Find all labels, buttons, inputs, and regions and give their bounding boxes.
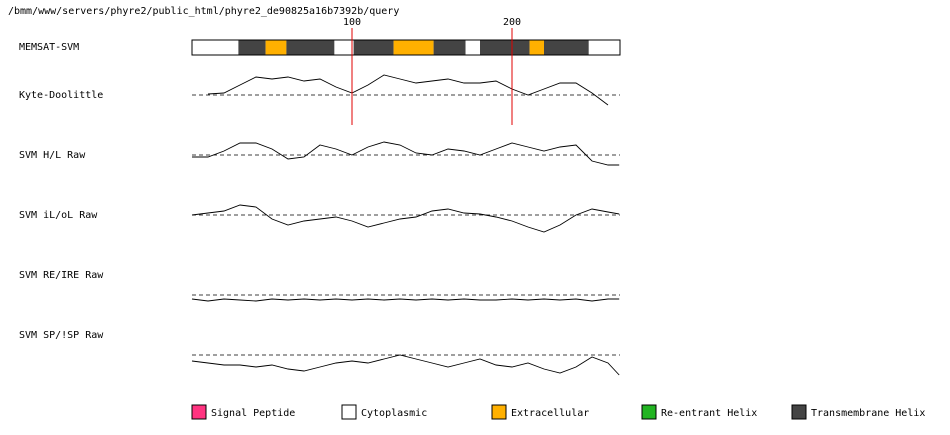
track-label: SVM RE/IRE Raw [19, 270, 104, 281]
track-label: SVM SP/!SP Raw [19, 330, 104, 341]
topology-segment [465, 40, 480, 55]
legend-label: Transmembrane Helix [811, 408, 925, 419]
topology-frame [191, 39, 621, 56]
track-label: SVM H/L Raw [19, 150, 86, 161]
topology-segment [588, 40, 620, 55]
profile-line [191, 354, 620, 376]
legend-swatch [641, 404, 657, 420]
legend-label: Extracellular [511, 408, 589, 419]
topology-segment [544, 40, 589, 55]
position-label: 200 [503, 17, 521, 28]
topology-segment [334, 40, 354, 55]
topology-segment [480, 40, 530, 55]
profile-line [207, 74, 609, 106]
topology-segment [433, 40, 466, 55]
position-label: 100 [343, 17, 361, 28]
legend-label: Cytoplasmic [361, 408, 427, 419]
profile-line [191, 204, 620, 233]
legend-label: Signal Peptide [211, 408, 295, 419]
legend-label: Re-entrant Helix [661, 408, 757, 419]
topology-segment [353, 40, 394, 55]
topology-segment [192, 40, 239, 55]
track-label: SVM iL/oL Raw [19, 210, 98, 221]
legend-swatch [191, 404, 207, 420]
topology-segment [529, 40, 544, 55]
profile-line [192, 141, 620, 166]
topology-segment [238, 40, 266, 55]
topology-segment [265, 40, 287, 55]
legend-swatch [791, 404, 807, 420]
topology-segment [393, 40, 434, 55]
track-label: MEMSAT-SVM [19, 42, 79, 53]
track-label: Kyte-Doolittle [19, 90, 103, 101]
profile-line [191, 298, 620, 302]
legend-swatch [341, 404, 357, 420]
legend-swatch [491, 404, 507, 420]
topology-segment [286, 40, 335, 55]
file-path: /bmm/www/servers/phyre2/public_html/phyr… [8, 6, 399, 17]
